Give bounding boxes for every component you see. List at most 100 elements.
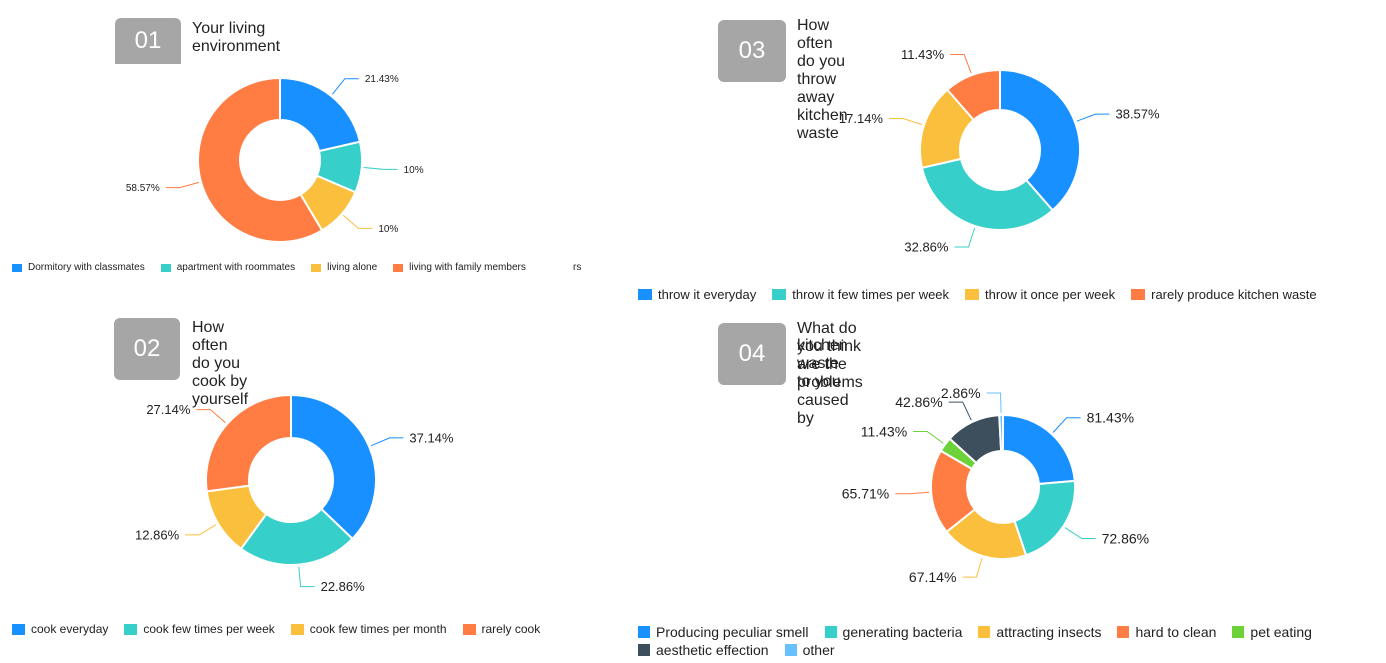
legend-item-pet-eating[interactable]: pet eating bbox=[1232, 624, 1312, 640]
legend-item-throw-it-few-times-per-week[interactable]: throw it few times per week bbox=[772, 287, 949, 302]
donut-chart-problems: 81.43% 72.86% 67.14% 65.71% 11.43% 42.86%2.86… bbox=[842, 385, 1149, 585]
slice-throw-it-few-times-per-week bbox=[920, 157, 1055, 231]
legend-label: cook few times per week bbox=[143, 622, 275, 636]
leader-line bbox=[1052, 417, 1081, 433]
legend-item-dormitory-with-classmates[interactable]: Dormitory with classmates bbox=[12, 262, 145, 273]
chart-title: Your living environment bbox=[192, 20, 281, 55]
data-label: 32.86% bbox=[904, 240, 949, 255]
data-label: 12.86% bbox=[135, 527, 180, 542]
slice-dormitory-with-classmates bbox=[279, 76, 362, 153]
legend-swatch bbox=[824, 626, 837, 638]
legend-item-rarely-cook[interactable]: rarely cook bbox=[462, 622, 541, 636]
legend-label: aesthetic effection bbox=[656, 642, 769, 658]
donut-chart-living: 21.43% 10% 10% 58.57% bbox=[126, 74, 424, 243]
legend-item-living-with-family-members[interactable]: living with family members bbox=[393, 262, 526, 273]
data-label: 10% bbox=[404, 165, 424, 176]
slice-producing-peculiar-smell bbox=[1002, 413, 1076, 486]
legend-swatch bbox=[462, 623, 476, 635]
chart-legend: Producing peculiar smell generating bacte… bbox=[638, 624, 1383, 658]
legend-swatch bbox=[124, 623, 138, 635]
leader-line bbox=[185, 524, 217, 536]
legend-swatch bbox=[393, 263, 404, 272]
legend-swatch bbox=[965, 289, 980, 300]
legend-item-throw-it-everyday[interactable]: throw it everyday bbox=[638, 287, 756, 302]
data-label: 17.14% bbox=[839, 111, 884, 126]
leader-line bbox=[370, 437, 404, 447]
panel-number-badge: 03 bbox=[718, 20, 786, 82]
legend-item-generating-bacteria[interactable]: generating bacteria bbox=[824, 624, 963, 640]
legend-swatch bbox=[12, 623, 25, 635]
slice-rarely-cook bbox=[205, 393, 292, 493]
legend-item-producing-peculiar-smell[interactable]: Producing peculiar smell bbox=[638, 624, 809, 640]
legend-item-cook-few-times-per-week[interactable]: cook few times per week bbox=[124, 622, 275, 636]
panel-number-badge: 02 bbox=[114, 318, 180, 380]
leader-line bbox=[363, 167, 398, 170]
legend-item-apartment-with-roommates[interactable]: apartment with roommates bbox=[160, 262, 295, 273]
legend-swatch bbox=[638, 626, 650, 638]
legend-label: living alone bbox=[327, 262, 378, 273]
chart-legend: Dormitory with classmates apartment with … bbox=[12, 262, 652, 273]
leader-line bbox=[986, 392, 1002, 414]
legend-swatch bbox=[311, 263, 322, 272]
data-label: 10% bbox=[378, 224, 398, 235]
legend-item-throw-it-once-per-week[interactable]: throw it once per week bbox=[965, 287, 1115, 302]
data-label: 67.14% bbox=[909, 569, 956, 585]
legend-label: living with family members bbox=[409, 262, 526, 273]
chart-title-line-2: kitchen waste to you bbox=[797, 337, 848, 390]
panel-number-badge: 01 bbox=[115, 18, 181, 64]
slice-generating-bacteria bbox=[1013, 479, 1076, 557]
data-label: 11.43% bbox=[861, 423, 907, 439]
leader-line bbox=[962, 557, 983, 578]
leader-line bbox=[196, 409, 226, 424]
data-label: 38.57% bbox=[1115, 107, 1160, 122]
chart-title-line-1: What do you think are the problems cause… bbox=[797, 320, 863, 427]
leader-line bbox=[895, 491, 930, 495]
data-label: 81.43% bbox=[1087, 410, 1134, 426]
legend-label: Producing peculiar smell bbox=[656, 624, 809, 640]
data-label: 58.57% bbox=[126, 183, 160, 194]
leader-line bbox=[913, 430, 944, 444]
legend-item-living-alone[interactable]: living alone bbox=[311, 262, 377, 273]
data-label: 65.71% bbox=[842, 486, 889, 502]
legend-swatch bbox=[638, 289, 652, 300]
slice-living-with-family-members bbox=[197, 76, 324, 243]
donut-chart-throw-away: 38.57% 32.86% 17.14% 11.43% bbox=[839, 47, 1160, 255]
legend-truncated-text: rs bbox=[573, 262, 582, 273]
legend-item-other[interactable]: other bbox=[784, 642, 835, 658]
legend-label: throw it once per week bbox=[985, 287, 1116, 302]
legend-swatch bbox=[638, 644, 650, 656]
legend-swatch bbox=[160, 263, 171, 272]
legend-label: Dormitory with classmates bbox=[28, 262, 145, 273]
chart-title: How often do you throw away kitchen wast… bbox=[797, 17, 848, 142]
legend-item-hard-to-clean[interactable]: hard to clean bbox=[1117, 624, 1216, 640]
data-label: 72.86% bbox=[1102, 530, 1149, 546]
data-label: 42.86% bbox=[895, 394, 942, 410]
legend-label: rarely cook bbox=[481, 622, 541, 636]
data-label: 37.14% bbox=[409, 430, 454, 445]
legend-label: cook everyday bbox=[31, 622, 109, 636]
legend-swatch bbox=[978, 626, 991, 638]
leader-line bbox=[1076, 113, 1110, 122]
leader-line bbox=[1064, 527, 1096, 540]
data-label: 22.86% bbox=[321, 579, 366, 594]
slice-rarely-produce-kitchen-waste bbox=[945, 68, 1001, 122]
legend-swatch bbox=[1117, 626, 1130, 638]
legend-label: generating bacteria bbox=[842, 624, 963, 640]
legend-item-cook-few-times-per-month[interactable]: cook few times per month bbox=[290, 622, 447, 636]
legend-item-cook-everyday[interactable]: cook everyday bbox=[12, 622, 108, 636]
legend-label: rarely produce kitchen waste bbox=[1151, 287, 1317, 302]
slice-throw-it-everyday bbox=[999, 68, 1081, 212]
chart-legend: cook everyday cook few times per week cook… bbox=[12, 622, 652, 636]
panel-number-badge: 04 bbox=[718, 323, 786, 385]
leader-line bbox=[165, 181, 200, 189]
legend-swatch bbox=[1131, 289, 1146, 300]
legend-swatch bbox=[772, 289, 787, 300]
legend-item-attracting-insects[interactable]: attracting insects bbox=[978, 624, 1101, 640]
legend-label: throw it everyday bbox=[658, 287, 757, 302]
legend-label: cook few times per month bbox=[309, 622, 447, 636]
legend-swatch bbox=[290, 623, 304, 635]
legend-item-rarely-produce-kitchen-waste[interactable]: rarely produce kitchen waste bbox=[1131, 287, 1317, 302]
chart-legend: throw it everyday throw it few times per … bbox=[638, 287, 1383, 302]
legend-item-aesthetic-effection[interactable]: aesthetic effection bbox=[638, 642, 769, 658]
legend-label: throw it few times per week bbox=[792, 287, 950, 302]
